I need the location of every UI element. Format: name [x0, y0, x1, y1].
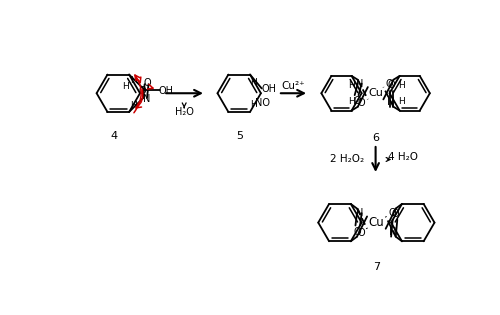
Text: Cu: Cu: [368, 88, 383, 98]
Text: 4 H₂O: 4 H₂O: [388, 152, 418, 162]
Text: H: H: [398, 97, 404, 106]
Text: 5: 5: [236, 131, 242, 140]
Text: Cu: Cu: [368, 216, 384, 229]
Text: H: H: [398, 81, 404, 90]
Text: O: O: [388, 80, 395, 90]
Text: O: O: [388, 208, 396, 218]
Text: H: H: [250, 100, 256, 109]
Text: H₂O: H₂O: [174, 107, 194, 117]
Text: O: O: [357, 98, 364, 108]
Text: H: H: [348, 97, 355, 106]
Text: 6: 6: [372, 133, 379, 143]
Text: H: H: [130, 101, 137, 110]
Text: O: O: [144, 78, 152, 89]
Text: O: O: [353, 96, 361, 106]
Text: H: H: [122, 83, 128, 91]
Text: NO: NO: [255, 98, 270, 108]
Text: 4: 4: [111, 131, 118, 140]
Text: H: H: [348, 81, 355, 90]
Text: 7: 7: [373, 262, 380, 272]
Text: OH: OH: [159, 86, 174, 96]
Text: 2 H₂O₂: 2 H₂O₂: [330, 154, 364, 164]
Text: N: N: [389, 227, 396, 237]
Text: O: O: [138, 86, 146, 96]
Text: O: O: [357, 228, 364, 238]
Text: O: O: [354, 227, 362, 237]
Text: N: N: [386, 97, 394, 107]
Text: O: O: [386, 79, 394, 89]
Text: Cu²⁺: Cu²⁺: [282, 81, 306, 90]
Text: N: N: [142, 94, 150, 104]
Text: OH: OH: [262, 84, 277, 94]
Text: N: N: [356, 208, 363, 218]
Text: H: H: [130, 76, 137, 85]
Text: H: H: [250, 78, 256, 87]
Text: N: N: [356, 79, 364, 89]
Text: O: O: [391, 209, 399, 219]
